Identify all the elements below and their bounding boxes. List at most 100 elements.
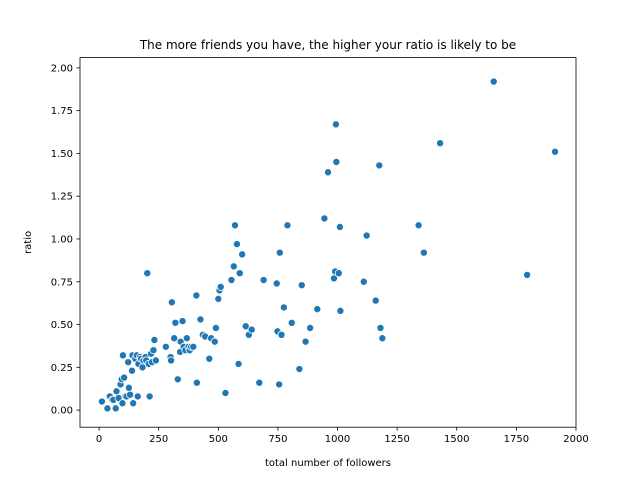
data-point <box>227 276 236 285</box>
data-point <box>238 250 247 259</box>
data-point <box>275 248 284 257</box>
y-tick-label: 0.25 <box>51 363 73 374</box>
data-point <box>173 375 182 384</box>
data-point <box>210 337 219 346</box>
data-point <box>551 147 560 156</box>
data-point <box>306 323 315 332</box>
data-point <box>334 269 343 278</box>
x-tick-label: 250 <box>149 434 168 445</box>
data-point <box>133 392 142 401</box>
y-tick-label: 1.25 <box>51 192 73 203</box>
data-point <box>419 248 428 257</box>
data-point <box>272 279 281 288</box>
data-point <box>129 399 138 408</box>
data-point <box>331 120 340 129</box>
plot-frame <box>79 57 577 428</box>
data-point <box>255 378 264 387</box>
data-point <box>275 380 284 389</box>
x-tick-label: 2000 <box>563 434 588 445</box>
data-point <box>375 161 384 170</box>
data-point <box>126 390 135 399</box>
x-tick-label: 750 <box>268 434 287 445</box>
data-point <box>182 334 191 343</box>
y-tick-label: 1.75 <box>51 106 73 117</box>
data-point <box>359 277 368 286</box>
data-point <box>143 269 152 278</box>
data-point <box>97 397 106 406</box>
data-point <box>151 356 160 365</box>
data-point <box>216 282 225 291</box>
data-point <box>124 383 133 392</box>
data-point <box>232 240 241 249</box>
y-axis-label: ratio <box>23 231 34 254</box>
data-point <box>414 221 423 230</box>
y-tick-label: 1.50 <box>51 149 73 160</box>
data-point <box>313 305 322 314</box>
data-point <box>120 373 129 382</box>
x-tick-label: 0 <box>96 434 102 445</box>
data-point <box>178 317 187 326</box>
data-point <box>124 358 133 367</box>
data-point <box>214 294 223 303</box>
x-axis-label: total number of followers <box>265 458 391 469</box>
data-point <box>111 404 120 413</box>
data-point <box>196 315 205 324</box>
data-point <box>189 342 198 351</box>
data-point <box>436 139 445 148</box>
data-point <box>205 354 214 363</box>
data-point <box>118 351 127 360</box>
data-point <box>167 298 176 307</box>
data-point <box>323 168 332 177</box>
x-tick-label: 1500 <box>444 434 469 445</box>
data-point <box>112 387 121 396</box>
data-point <box>192 378 201 387</box>
data-point <box>118 399 127 408</box>
data-point <box>211 323 220 332</box>
data-point <box>167 356 176 365</box>
data-point <box>287 318 296 327</box>
y-tick-label: 0.00 <box>51 406 73 417</box>
data-point <box>149 346 158 355</box>
data-point <box>297 281 306 290</box>
data-point <box>295 365 304 374</box>
x-axis-ticks: 0 250 500 750 1000 1250 1500 1750 2000 <box>96 427 589 445</box>
x-tick-label: 1750 <box>504 434 529 445</box>
data-point <box>523 270 532 279</box>
data-point <box>230 221 239 230</box>
x-tick-label: 1000 <box>325 434 350 445</box>
data-point <box>247 325 256 334</box>
data-point <box>192 291 201 300</box>
data-point <box>336 306 345 315</box>
data-point <box>279 303 288 312</box>
data-point <box>362 231 371 240</box>
data-point <box>283 221 292 230</box>
data-point <box>371 296 380 305</box>
y-tick-label: 0.50 <box>51 320 73 331</box>
data-point <box>127 366 136 375</box>
data-point <box>150 335 159 344</box>
data-point <box>235 269 244 278</box>
y-tick-label: 0.75 <box>51 277 73 288</box>
data-point <box>320 214 329 223</box>
points-layer <box>97 77 560 413</box>
data-point <box>145 392 154 401</box>
data-point <box>376 323 385 332</box>
data-point <box>171 318 180 327</box>
data-point <box>259 276 268 285</box>
x-tick-label: 500 <box>209 434 228 445</box>
data-point <box>335 222 344 231</box>
y-axis-ticks: 0.00 0.25 0.50 0.75 1.00 1.25 1.50 1.75 2.00 <box>51 63 80 417</box>
data-point <box>234 359 243 368</box>
y-tick-label: 1.00 <box>51 234 73 245</box>
data-point <box>170 334 179 343</box>
data-point <box>161 342 170 351</box>
data-point <box>229 262 238 271</box>
data-point <box>378 334 387 343</box>
x-tick-label: 1250 <box>384 434 409 445</box>
data-point <box>103 404 112 413</box>
data-point <box>221 388 230 397</box>
y-tick-label: 2.00 <box>51 63 73 74</box>
chart-title: The more friends you have, the higher yo… <box>139 38 516 52</box>
